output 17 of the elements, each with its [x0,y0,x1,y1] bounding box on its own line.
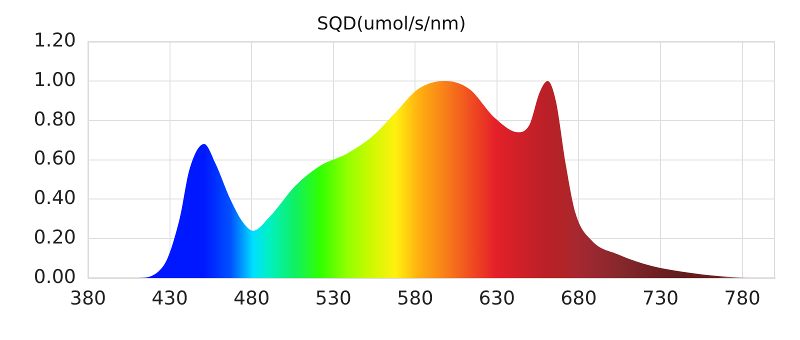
y-tick-label: 1.20 [34,30,76,52]
y-tick-label: 0.80 [34,108,76,130]
chart-title: SQD(umol/s/nm) [317,13,466,34]
x-tick-label: 630 [478,287,516,310]
y-tick-label: 1.00 [34,68,76,91]
x-tick-label: 580 [397,287,434,310]
x-tick-label: 430 [152,287,188,310]
y-tick-label: 0.20 [34,226,76,249]
y-tick-label: 0.00 [34,266,76,288]
y-tick-label: 0.40 [34,187,76,210]
x-tick-label: 530 [315,287,352,310]
x-tick-label: 780 [724,287,760,310]
x-tick-label: 680 [560,287,597,310]
y-tick-label: 0.60 [34,148,76,170]
x-tick-label: 730 [642,287,679,310]
x-tick-label: 480 [233,287,270,310]
x-tick-label: 380 [70,287,106,310]
